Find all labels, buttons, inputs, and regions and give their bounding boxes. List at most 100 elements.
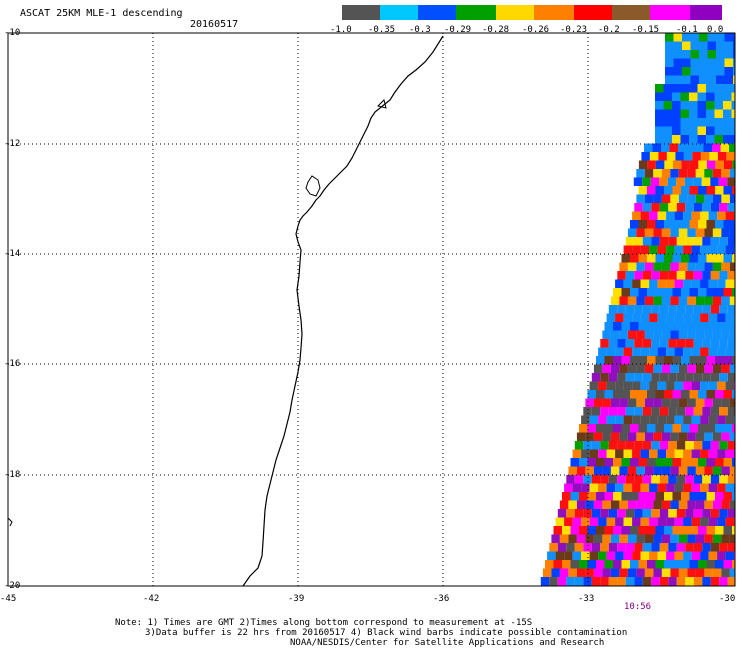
swath-cell (649, 449, 658, 458)
swath-cell (685, 305, 694, 314)
swath-cell (702, 441, 711, 450)
footer-note-2: 3)Data buffer is 22 hrs from 20160517 4)… (145, 628, 628, 638)
swath-cell (674, 347, 684, 356)
swath-cell (731, 84, 735, 93)
swath-cell (574, 577, 584, 586)
swath-cell (661, 262, 671, 271)
swath-cell (608, 577, 618, 586)
swath-cell (540, 577, 550, 586)
swath-cell (640, 211, 650, 220)
swath-cell (608, 339, 618, 348)
swath-cell (640, 449, 650, 458)
swath-cell (615, 517, 624, 526)
swath-cell (668, 441, 677, 450)
swath-cell (695, 169, 705, 178)
swath-cell (615, 279, 624, 288)
swath-cell (685, 441, 694, 450)
swath-cell (695, 194, 705, 203)
swath-cell (581, 483, 590, 492)
swath-cell (666, 279, 675, 288)
swath-cell (732, 492, 735, 501)
swath-cell (685, 373, 694, 382)
swath-cell (542, 568, 552, 577)
swath-cell (710, 237, 720, 246)
swath-cell (676, 509, 686, 518)
swath-cell (655, 186, 664, 195)
swath-cell (651, 475, 660, 484)
swath-cell (685, 475, 694, 484)
swath-cell (727, 203, 736, 212)
swath-cell (619, 296, 628, 305)
swath-cell (698, 288, 707, 297)
swath-cell (678, 534, 688, 543)
swath-cell (636, 500, 645, 509)
swath-cell (596, 458, 605, 467)
swath-cell (666, 483, 675, 492)
swath-cell (591, 543, 601, 552)
swath-cell (678, 194, 688, 203)
swath-cell (623, 483, 633, 492)
swath-cell (593, 534, 603, 543)
swath-cell (689, 458, 698, 467)
swath-cell (733, 33, 735, 42)
swath-cell (702, 475, 711, 484)
swath-cell (613, 492, 622, 501)
swath-cell (725, 483, 735, 492)
swath-cell (642, 577, 652, 586)
swath-cell (723, 92, 732, 101)
swath-cell (642, 339, 652, 348)
swath-cell (600, 441, 609, 450)
swath-cell (731, 109, 735, 118)
swath-cell (685, 203, 694, 212)
swath-cell (655, 220, 664, 229)
swath-cell (625, 237, 635, 246)
color-swatch (574, 5, 612, 20)
swath-cell (732, 160, 735, 169)
swath-cell (606, 313, 616, 322)
swath-cell (698, 160, 707, 169)
swath-cell (697, 126, 706, 135)
swath-cell (623, 381, 633, 390)
swath-cell (665, 50, 674, 59)
swath-cell (708, 347, 718, 356)
swath-cell (570, 492, 579, 501)
swath-cell (727, 577, 736, 586)
swath-cell (668, 407, 677, 416)
swath-cell (551, 534, 560, 543)
swath-cell (723, 322, 732, 331)
swath-cell (680, 101, 689, 110)
swath-cell (655, 84, 664, 93)
swath-cell (568, 568, 577, 577)
swath-cell (716, 33, 725, 42)
swath-cell (670, 568, 679, 577)
swath-cell (693, 373, 703, 382)
swath-cell (659, 577, 669, 586)
swath-cell (630, 220, 639, 229)
swath-cell (708, 551, 718, 560)
swath-cell (695, 330, 705, 339)
swath-cell (732, 288, 735, 297)
swath-cell (647, 560, 656, 569)
swath-cell (596, 356, 605, 365)
swath-cell (702, 373, 711, 382)
swath-cell (698, 356, 707, 365)
swath-cell (689, 220, 698, 229)
swath-cell (676, 177, 685, 186)
swath-cell (638, 560, 647, 569)
swath-cell (661, 534, 671, 543)
swath-cell (693, 441, 703, 450)
swath-cell (659, 475, 669, 484)
swath-cell (710, 441, 720, 450)
swath-cell (636, 568, 645, 577)
swath-cell (681, 186, 690, 195)
swath-cell (615, 483, 624, 492)
swath-cell (581, 551, 590, 560)
swath-cell (619, 330, 628, 339)
swath-cell (649, 313, 658, 322)
swath-cell (572, 483, 582, 492)
swath-cell (668, 203, 677, 212)
swath-cell (704, 194, 713, 203)
swath-cell (668, 237, 677, 246)
swath-cell (600, 577, 609, 586)
swath-cell (640, 517, 650, 526)
